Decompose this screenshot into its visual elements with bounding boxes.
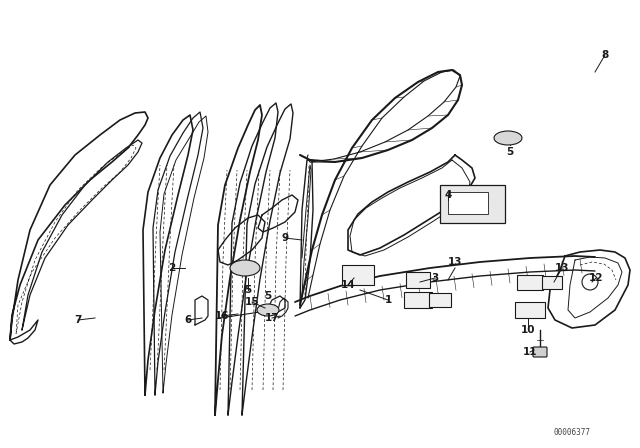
Text: 1: 1 — [385, 295, 392, 305]
Bar — [440, 185, 505, 223]
Text: 5: 5 — [244, 285, 252, 295]
Text: 3: 3 — [431, 273, 438, 283]
Bar — [404, 292, 432, 308]
Text: 2: 2 — [168, 263, 175, 273]
Text: 11: 11 — [523, 347, 537, 357]
Text: 16: 16 — [215, 311, 229, 321]
Text: 5: 5 — [264, 291, 271, 301]
Bar — [542, 276, 562, 289]
Text: 12: 12 — [589, 273, 604, 283]
Bar — [517, 275, 543, 289]
Text: 00006377: 00006377 — [553, 427, 590, 436]
Text: 9: 9 — [282, 233, 289, 243]
Text: 6: 6 — [184, 315, 191, 325]
Text: 8: 8 — [602, 50, 609, 60]
Bar — [429, 293, 451, 307]
Bar — [342, 265, 374, 285]
Bar — [448, 192, 488, 214]
Circle shape — [582, 274, 598, 290]
Text: 7: 7 — [74, 315, 82, 325]
Text: 5: 5 — [506, 147, 514, 157]
Bar — [515, 302, 545, 318]
Ellipse shape — [230, 260, 260, 276]
Text: 13: 13 — [555, 263, 569, 273]
Text: 13: 13 — [448, 257, 462, 267]
FancyBboxPatch shape — [533, 347, 547, 357]
Text: 10: 10 — [521, 325, 535, 335]
Ellipse shape — [494, 131, 522, 145]
Text: 17: 17 — [265, 313, 279, 323]
Text: 4: 4 — [444, 190, 452, 200]
Text: 14: 14 — [340, 280, 355, 290]
Bar — [406, 272, 430, 288]
Ellipse shape — [257, 304, 279, 316]
Text: 15: 15 — [244, 297, 259, 307]
